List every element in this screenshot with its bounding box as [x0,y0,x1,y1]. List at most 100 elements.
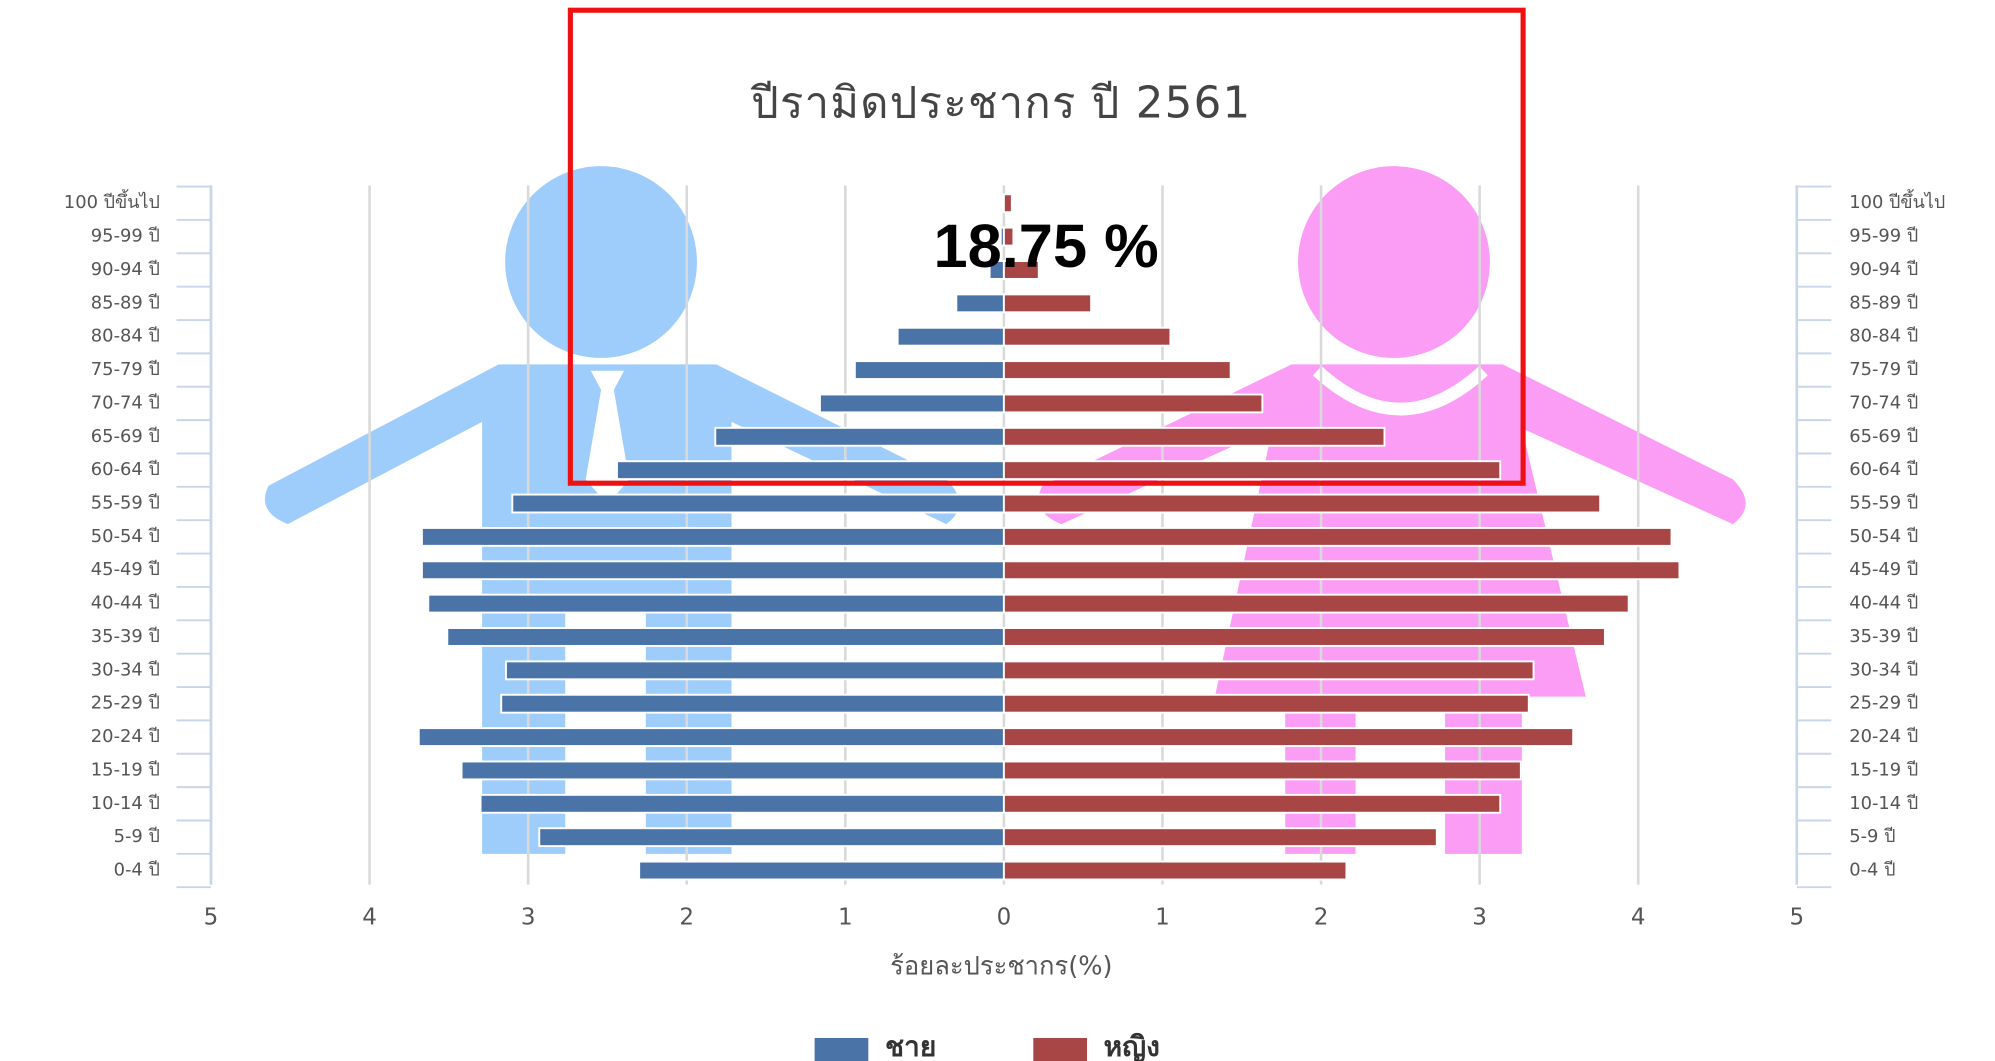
y-tick-label-right: 20-24 ปี [1849,726,1918,747]
y-tick-label-right: 65-69 ปี [1849,426,1918,447]
bar [512,495,1004,513]
y-tick-label-right: 55-59 ปี [1849,493,1918,514]
bar [1004,561,1680,579]
page: 5 4 3 2 1 0 1 2 3 4 5 0-4 ปี 0-4 ปี 5-9 ปี 5-9 ปี 10-14… [0,0,1995,1061]
bar [1004,294,1091,312]
y-tick-label: 10-14 ปี [91,793,160,814]
y-tick-label-right: 70-74 ปี [1849,392,1918,413]
y-tick-label: 75-79 ปี [91,359,160,380]
legend-swatch [1033,1038,1087,1061]
bar [1004,328,1171,346]
y-tick-label: 30-34 ปี [91,659,160,680]
bar [447,628,1004,646]
y-tick-label-right: 0-4 ปี [1849,860,1895,881]
y-tick-label-right: 15-19 ปี [1849,759,1918,780]
y-tick-label: 85-89 ปี [91,292,160,313]
bar [422,528,1004,546]
bar [1004,661,1534,679]
y-tick-label: 55-59 ปี [91,493,160,514]
y-tick-label-right: 95-99 ปี [1849,226,1918,247]
bar [506,661,1004,679]
bar [1004,595,1629,613]
y-tick-label: 45-49 ปี [91,559,160,580]
bar [428,595,1004,613]
chart: 5 4 3 2 1 0 1 2 3 4 5 0-4 ปี 0-4 ปี 5-9 ปี 5-9 ปี 10-14… [0,0,1995,1061]
x-tick-label: 0 [997,904,1012,930]
y-tick-label-right: 50-54 ปี [1849,526,1918,547]
bar [422,561,1004,579]
bar [1004,795,1500,813]
bar [820,394,1004,412]
bar [617,461,1004,479]
bar [639,862,1004,880]
y-tick-label: 65-69 ปี [91,426,160,447]
bar [462,761,1004,779]
bar [715,428,1004,446]
y-tick-label-right: 80-84 ปี [1849,326,1918,347]
bar [1004,628,1605,646]
y-tick-label: 100 ปีขึ้นไป [64,189,160,213]
legend: ชาย หญิง [815,1030,1160,1061]
y-tick-label-right: 25-29 ปี [1849,693,1918,714]
y-tick-label: 20-24 ปี [91,726,160,747]
y-tick-label: 95-99 ปี [91,226,160,247]
y-tick-label: 60-64 ปี [91,459,160,480]
x-tick-label: 5 [1789,904,1804,930]
y-tick-label: 15-19 ปี [91,759,160,780]
y-tick-label-right: 75-79 ปี [1849,359,1918,380]
x-tick-label: 2 [679,904,694,930]
bar [1004,495,1600,513]
bar [1004,695,1529,713]
y-tick-label: 25-29 ปี [91,693,160,714]
y-tick-label: 90-94 ปี [91,259,160,280]
y-tick-label-right: 40-44 ปี [1849,593,1918,614]
bar [1004,528,1672,546]
bar [1004,428,1385,446]
y-tick-label-right: 90-94 ปี [1849,259,1918,280]
x-tick-label: 4 [362,904,377,930]
bar [1004,828,1437,846]
x-tick-label: 1 [838,904,853,930]
bar [956,294,1004,312]
y-tick-label: 50-54 ปี [91,526,160,547]
bar [1004,862,1347,880]
x-tick-label: 4 [1631,904,1646,930]
bar [1004,461,1500,479]
y-tick-label-right: 35-39 ปี [1849,626,1918,647]
annotation: 18.75 % [933,212,1158,281]
y-tick-label: 70-74 ปี [91,392,160,413]
x-axis-label: ร้อยละประชากร(%) [890,952,1112,982]
x-tick-label: 2 [1314,904,1329,930]
bar [1004,761,1521,779]
y-tick-label: 35-39 ปี [91,626,160,647]
bar [481,795,1004,813]
legend-swatch [815,1038,869,1061]
chart-title: ปีรามิดประชากร ปี 2561 [751,79,1252,129]
bar [539,828,1004,846]
y-tick-label: 40-44 ปี [91,593,160,614]
bar [1004,194,1012,212]
x-tick-label: 3 [1472,904,1487,930]
y-tick-label: 5-9 ปี [114,826,160,847]
bar [419,728,1004,746]
y-tick-label-right: 30-34 ปี [1849,659,1918,680]
bar [1004,394,1262,412]
bar [1004,728,1573,746]
y-tick-label-right: 60-64 ปี [1849,459,1918,480]
bar [898,328,1004,346]
y-tick-label-right: 10-14 ปี [1849,793,1918,814]
y-tick-label: 80-84 ปี [91,326,160,347]
bar [855,361,1004,379]
legend-label: หญิง [1104,1030,1160,1061]
x-tick-label: 1 [1155,904,1170,930]
y-tick-label-right: 100 ปีขึ้นไป [1849,189,1945,213]
y-tick-label-right: 45-49 ปี [1849,559,1918,580]
y-tick-label: 0-4 ปี [114,860,160,881]
bar [1004,361,1231,379]
bar [501,695,1004,713]
legend-label: ชาย [885,1030,936,1061]
x-tick-label: 5 [204,904,219,930]
x-tick-label: 3 [521,904,536,930]
y-tick-label-right: 5-9 ปี [1849,826,1895,847]
y-tick-label-right: 85-89 ปี [1849,292,1918,313]
